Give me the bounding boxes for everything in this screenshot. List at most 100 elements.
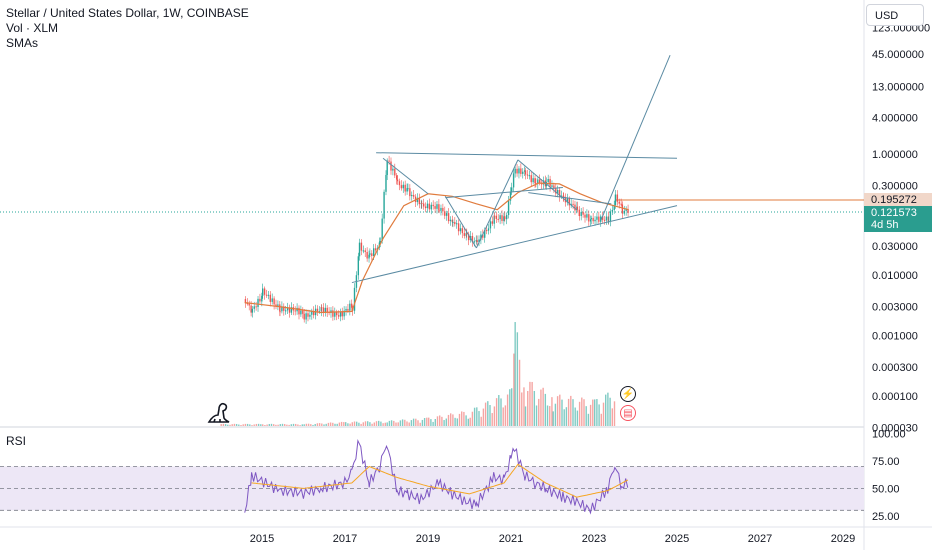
candle-body	[345, 308, 347, 311]
candle-body	[409, 188, 411, 197]
rsi-axis-tick: 100.00	[872, 429, 906, 441]
volume-bar	[609, 397, 611, 426]
volume-bar	[484, 402, 487, 426]
candle-body	[601, 216, 604, 220]
price-axis-tick: 0.010000	[872, 270, 918, 282]
candle-body	[620, 203, 622, 205]
candle-body	[623, 210, 625, 214]
candle-body	[351, 303, 353, 308]
trendline	[351, 205, 678, 284]
volume-bar	[255, 423, 258, 426]
volume-bar	[570, 395, 572, 426]
candle-body	[428, 203, 431, 210]
candle-body	[434, 206, 436, 209]
candle-body	[473, 241, 476, 243]
candle-body	[353, 287, 356, 311]
candle-body	[290, 307, 293, 313]
candle-body	[406, 188, 408, 192]
volume-bar	[395, 422, 397, 426]
volume-bar	[270, 423, 273, 426]
volume-bar	[482, 408, 485, 426]
trendline	[445, 186, 563, 199]
candle-body	[613, 205, 615, 210]
candle-body	[381, 218, 383, 241]
candle-body	[250, 305, 252, 313]
volume-bar	[436, 416, 439, 426]
volume-bar	[465, 415, 467, 426]
volume-bar	[340, 421, 343, 426]
candle-body	[341, 312, 343, 317]
candle-body	[371, 253, 373, 257]
symbol-title[interactable]: Stellar / United States Dollar, 1W, COIN…	[6, 6, 249, 20]
candle-body	[281, 306, 283, 312]
candle-body	[504, 216, 506, 220]
candle-body	[267, 294, 270, 296]
volume-bar	[563, 409, 565, 426]
us-flag-icon[interactable]: ▤	[620, 405, 636, 421]
candle-body	[418, 197, 421, 205]
volume-bar	[417, 420, 419, 426]
candle-body	[416, 197, 419, 203]
volume-bar	[229, 424, 231, 426]
candle-body	[485, 230, 488, 232]
price-axis-tick: 4.000000	[872, 113, 918, 125]
volume-bar	[260, 424, 262, 426]
volume-bar	[253, 424, 255, 426]
candle-body	[614, 194, 617, 206]
candle-body	[421, 202, 423, 204]
volume-bar	[246, 423, 249, 426]
candle-body	[326, 307, 328, 313]
volume-bar	[233, 423, 236, 426]
volume-bar	[288, 424, 290, 426]
candle-body	[298, 307, 300, 315]
candle-body	[449, 219, 452, 222]
volume-bar	[583, 399, 585, 426]
candle-body	[404, 184, 406, 192]
candle-body	[503, 216, 505, 221]
price-axis-tick: 45.000000	[872, 49, 924, 61]
candle-body	[600, 216, 602, 222]
volume-bar	[318, 423, 321, 426]
candle-body	[438, 210, 440, 212]
volume-bar	[380, 421, 382, 426]
volume-bar	[491, 413, 493, 426]
candle-body	[332, 310, 334, 317]
volume-bar	[469, 417, 471, 426]
volume-bar	[559, 394, 561, 426]
candle-body	[275, 304, 277, 306]
candle-body	[542, 180, 545, 185]
candle-body	[385, 174, 387, 192]
candle-body	[286, 307, 289, 311]
tradingview-dino-icon[interactable]	[206, 400, 232, 424]
rsi-pane-label[interactable]: RSI	[6, 434, 27, 448]
candle-body	[539, 179, 541, 183]
volume-bar	[521, 392, 523, 426]
sma-indicator-label[interactable]: SMAs	[6, 36, 39, 50]
volume-indicator-label[interactable]: Vol · XLM	[6, 21, 59, 35]
candle-body	[386, 160, 388, 175]
trendline	[475, 159, 519, 249]
candle-body	[518, 168, 520, 174]
volume-bar	[279, 424, 281, 426]
volume-bar	[445, 418, 447, 426]
candle-body	[436, 204, 438, 209]
time-axis-tick: 2029	[831, 533, 855, 545]
price-axis-tick: 0.001000	[872, 331, 918, 343]
bar-countdown: 4d 5h	[871, 219, 899, 231]
candle-body	[452, 222, 454, 224]
volume-bar	[231, 424, 233, 426]
candle-body	[551, 185, 553, 187]
chart-legend: Stellar / United States Dollar, 1W, COIN…	[6, 6, 249, 51]
price-axis-tick: 0.030000	[872, 241, 918, 253]
volume-bar	[362, 422, 364, 426]
lightning-icon[interactable]: ⚡	[620, 386, 636, 402]
candle-body	[318, 311, 321, 313]
candle-body	[520, 168, 522, 174]
volume-bar	[471, 411, 474, 426]
candle-body	[300, 310, 302, 315]
candle-body	[484, 230, 486, 238]
candle-body	[402, 184, 404, 189]
currency-button[interactable]: USD	[866, 4, 924, 26]
